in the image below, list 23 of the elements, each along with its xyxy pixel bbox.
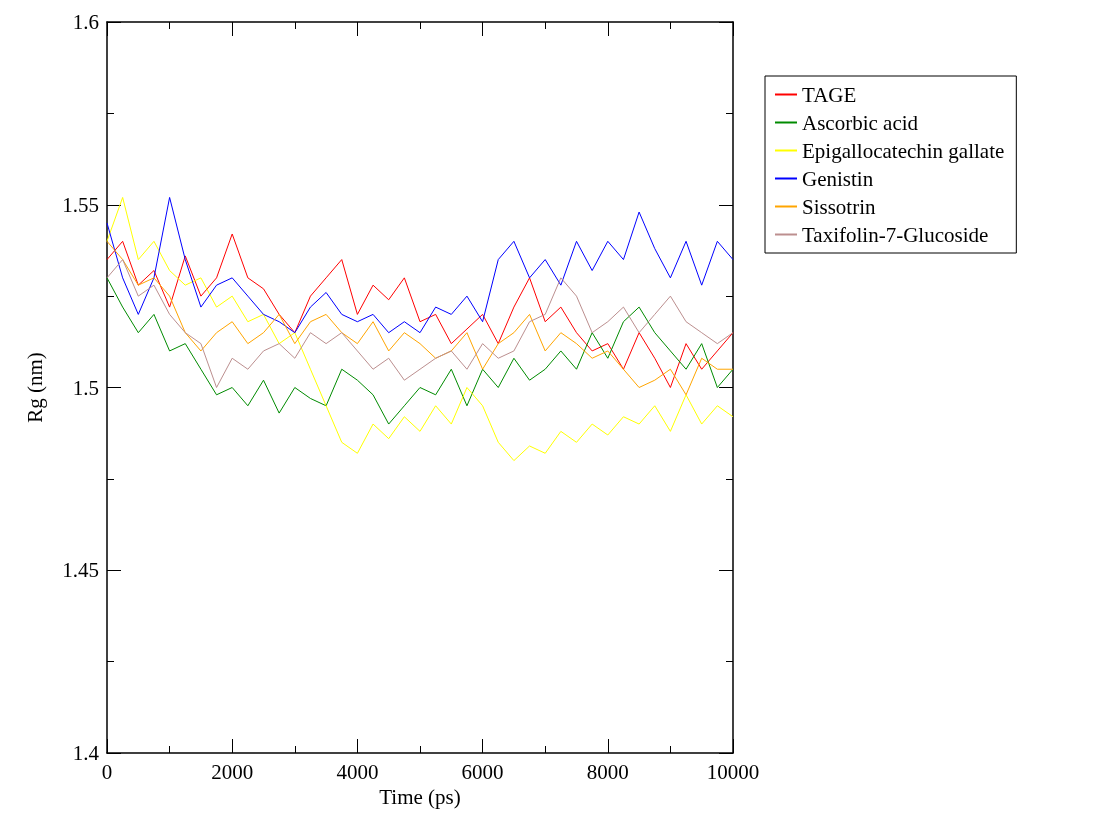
y-tick-label: 1.45 [62, 558, 99, 583]
x-tick-label: 8000 [586, 759, 629, 784]
legend-label: Ascorbic acid [802, 110, 919, 135]
line-series [106, 196, 734, 334]
line-series [106, 196, 734, 462]
legend-label: TAGE [802, 82, 857, 107]
legend-label: Taxifolin-7-Glucoside [802, 222, 989, 247]
x-tick-label: 2000 [211, 759, 254, 784]
y-tick-label: 1.6 [72, 10, 99, 34]
y-tick-label: 1.5 [72, 375, 99, 400]
legend-label: Epigallocatechin gallate [802, 138, 1005, 163]
y-tick-label: 1.55 [62, 192, 99, 217]
x-tick-label: 6000 [461, 759, 504, 784]
x-tick-label: 0 [101, 759, 113, 784]
x-tick-label: 4000 [336, 759, 379, 784]
y-axis-title: Rg (nm) [22, 352, 47, 423]
line-series [106, 277, 734, 425]
legend-label: Sissotrin [802, 194, 877, 219]
x-axis-title: Time (ps) [379, 785, 461, 810]
y-tick-label: 1.4 [72, 741, 100, 765]
x-tick-label: 10000 [706, 759, 760, 784]
legend-label: Genistin [802, 166, 874, 191]
line-series [106, 259, 734, 388]
